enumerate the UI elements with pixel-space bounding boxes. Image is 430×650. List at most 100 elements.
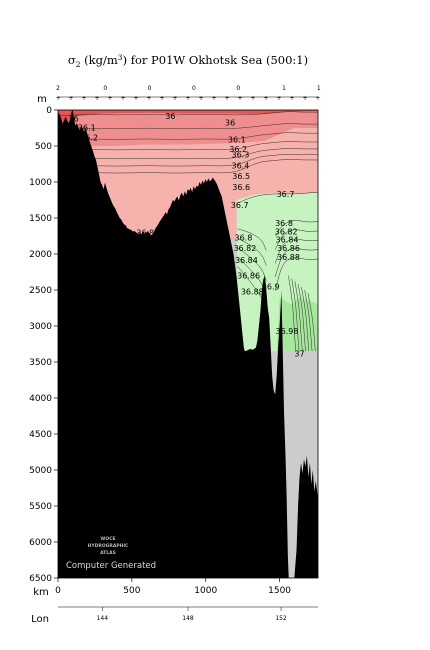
contour-36-6: [58, 159, 318, 175]
plot-frame: [57, 109, 319, 579]
contour-deep-1: [291, 278, 300, 352]
station-label: 1: [282, 85, 286, 92]
seafloor-bathymetry: [58, 110, 318, 578]
contour-label: 36.86: [237, 272, 260, 281]
depth-tick-label: 1500: [29, 214, 52, 224]
contour-label: 36.84: [235, 256, 258, 265]
contour-label: 36.98: [276, 327, 299, 336]
depth-tick-label: 0: [46, 106, 52, 116]
lon-tick-label: 148: [182, 615, 194, 622]
atlas-mark-line: ATLAS: [100, 550, 116, 556]
contour-label: 36: [68, 115, 78, 124]
contour-deep-2: [294, 281, 303, 352]
depth-tick-label: 4000: [29, 394, 52, 404]
contour-label: 36.4: [76, 155, 94, 164]
contour-label: 36.82: [233, 244, 256, 253]
atlas-mark-line: WOCE: [100, 536, 115, 542]
lon-tick-label: 152: [275, 615, 287, 622]
computer-generated-watermark: Computer Generated: [66, 561, 156, 571]
contour-label: 36: [165, 112, 175, 121]
contour-deep-0: [288, 275, 297, 352]
depth-tick-label: 5500: [29, 502, 52, 512]
station-label: 2: [56, 85, 60, 92]
station-marker: +: [185, 95, 190, 102]
plot-area: 3636.136.236.336.436.536.6363636.136.236…: [58, 110, 318, 578]
contour-deep-3: [297, 284, 306, 352]
station-marker: +: [94, 95, 99, 102]
depth-tick-label: 3500: [29, 358, 52, 368]
contour-36-86-west: [237, 256, 267, 296]
chart-title: σ2 (kg/m3) for P01W Okhotsk Sea (500:1): [68, 53, 308, 69]
contour-36-7: [236, 191, 318, 204]
contour-label: 36: [225, 119, 235, 128]
contour-36-4: [58, 148, 318, 160]
contour-36-3: [58, 141, 318, 152]
station-label: 0: [103, 85, 107, 92]
contour-label: 36.8: [234, 233, 252, 242]
station-marker: +: [107, 95, 112, 102]
station-label: 0: [148, 85, 152, 92]
contour-36-1: [58, 123, 318, 130]
station-marker: +: [146, 95, 151, 102]
station-marker: +: [276, 95, 281, 102]
title-superscript: 3: [118, 53, 123, 62]
contour-36-5: [58, 154, 318, 168]
station-label: 1: [317, 85, 321, 92]
contour-36: [58, 111, 318, 117]
station-marker: +: [172, 95, 177, 102]
contour-36-82-east: [274, 229, 318, 250]
station-label: 0: [192, 85, 196, 92]
station-marker: +: [68, 95, 73, 102]
station-marker: +: [159, 95, 164, 102]
contour-label: 36.7: [277, 190, 295, 199]
contour-36-8-east: [274, 220, 318, 237]
contour-label: 37: [294, 349, 304, 358]
contour-label: 36.9: [262, 282, 280, 291]
contour-label: 36.1: [78, 123, 96, 132]
title-sigma: σ: [68, 53, 76, 67]
contour-label: 36.5: [78, 167, 96, 176]
contour-label: 36.6: [232, 183, 250, 192]
contour-deep-4: [301, 287, 310, 352]
km-tick-label: 1500: [268, 586, 291, 596]
contour-labels: 3636.136.236.336.436.536.6363636.136.236…: [68, 112, 304, 358]
contour-label: 36.5: [232, 172, 250, 181]
station-marker: +: [237, 95, 242, 102]
lon-axis: 144 148 152: [97, 607, 287, 622]
title-rest: ) for P01W Okhotsk Sea (500:1): [123, 53, 309, 67]
contour-36-2: [58, 132, 318, 141]
station-marker: +: [224, 95, 229, 102]
contour-36-88-east: [274, 257, 318, 291]
contour-label: 36.3: [71, 147, 89, 156]
band-surface-red: [58, 110, 318, 126]
lon-label: Lon: [31, 614, 49, 625]
contour-deep-5: [304, 289, 313, 352]
station-marker: +: [120, 95, 125, 102]
band-upper-pink: [58, 111, 318, 146]
contour-36-8-west: [237, 228, 267, 251]
depth-axis: 0 500 1000 1500 2000 2500 3000 3500 4000 4500 5000…: [29, 106, 58, 584]
station-marker: +: [133, 95, 138, 102]
contour-36-84-west: [237, 247, 267, 281]
contour-label: 36.3: [231, 151, 249, 160]
station-marker: +: [81, 95, 86, 102]
contour-label: 36.2: [80, 134, 98, 143]
depth-tick-label: 2000: [29, 250, 52, 260]
atlas-mark-line: HYDROGRAPHIC: [88, 543, 129, 549]
contour-deep-6: [307, 292, 316, 352]
contour-label: 36.86: [277, 244, 300, 253]
depth-tick-label: 4500: [29, 430, 52, 440]
contour-label: 36.2: [229, 145, 247, 154]
title-subscript: 2: [76, 60, 81, 69]
contour-label: 36.82: [275, 228, 298, 237]
station-marker: +: [289, 95, 294, 102]
station-label: 0: [236, 85, 240, 92]
depth-tick-label: 2500: [29, 286, 52, 296]
km-axis: 0 500 1000 1500: [55, 578, 291, 596]
station-marker: +: [211, 95, 216, 102]
contour-label: 36.88: [241, 287, 264, 296]
contour-label: 36.1: [228, 136, 246, 145]
km-unit-label: km: [33, 587, 49, 598]
contour-label: 36.88: [277, 253, 300, 262]
